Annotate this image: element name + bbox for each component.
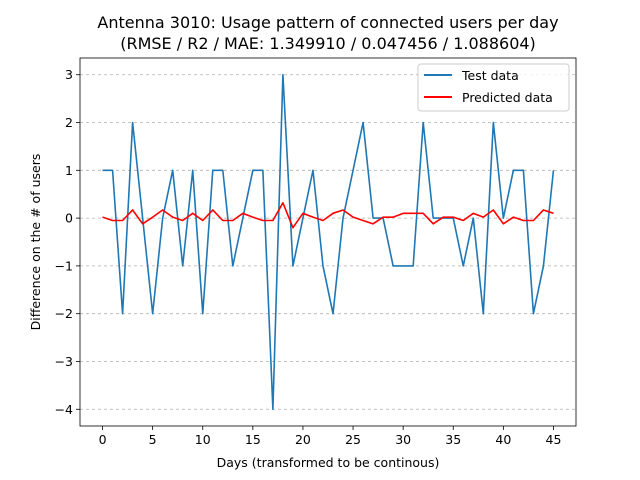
x-tick-label: 40 xyxy=(495,432,511,447)
y-tick-label: 1 xyxy=(65,163,73,178)
series-line-predicted-data xyxy=(102,202,554,229)
x-tick-label: 5 xyxy=(149,432,157,447)
series-line-test-data xyxy=(102,73,555,411)
plot-series xyxy=(102,73,555,411)
legend-label-test-data: Test data xyxy=(461,68,519,83)
x-tick-label: 30 xyxy=(395,432,411,447)
chart-subtitle: (RMSE / R2 / MAE: 1.349910 / 0.047456 / … xyxy=(120,34,536,53)
y-tick-label: 3 xyxy=(65,67,73,82)
x-tick-label: 15 xyxy=(245,432,261,447)
x-tick-label: 45 xyxy=(546,432,562,447)
legend-box xyxy=(417,63,570,112)
x-tick-label: 0 xyxy=(99,432,107,447)
x-axis-ticks: 0 5 10 15 20 25 30 35 40 45 xyxy=(99,426,562,447)
x-tick-label: 10 xyxy=(195,432,211,447)
x-tick-label: 35 xyxy=(445,432,461,447)
y-tick-label: −3 xyxy=(55,354,73,369)
legend: Test data Predicted data xyxy=(417,63,570,112)
y-axis-ticks: 3 2 1 0 −1 −2 −3 −4 xyxy=(55,67,80,417)
y-tick-label: 2 xyxy=(65,115,73,130)
y-axis-label: Difference on the # of users xyxy=(28,154,43,331)
legend-label-predicted-data: Predicted data xyxy=(462,90,553,105)
y-tick-label: −4 xyxy=(55,402,73,417)
plot-frame xyxy=(79,57,577,427)
x-axis-label: Days (transformed to be continous) xyxy=(217,455,440,470)
x-tick-label: 25 xyxy=(345,432,361,447)
y-tick-label: −2 xyxy=(55,306,73,321)
grid-lines xyxy=(80,74,576,410)
x-tick-label: 20 xyxy=(295,432,311,447)
chart-title: Antenna 3010: Usage pattern of connected… xyxy=(97,13,558,32)
y-tick-label: −1 xyxy=(55,258,73,273)
y-tick-label: 0 xyxy=(65,211,73,226)
